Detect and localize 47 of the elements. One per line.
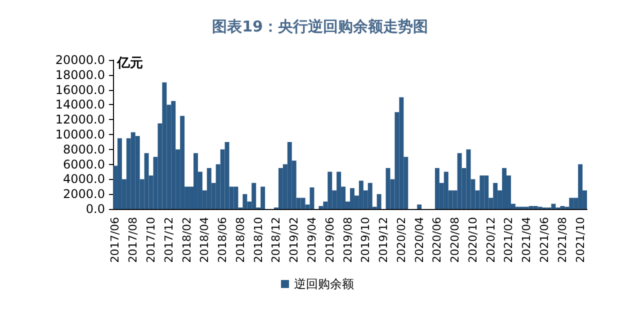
x-tick-label: 2019/04 (305, 217, 318, 263)
x-tick-label: 2021/06 (538, 217, 552, 263)
chart-title: 图表19：央行逆回购余额走势图 (212, 18, 428, 36)
x-tick-label: 2020/10 (466, 217, 480, 263)
x-tick-label: 2017/10 (144, 217, 158, 263)
x-tick-label: 2021/02 (502, 217, 516, 263)
y-tick-label: 10000.0 (55, 128, 105, 142)
bar (234, 186, 238, 209)
y-tick-label: 16000.0 (55, 82, 105, 97)
y-tick-label: 8000.0 (63, 142, 105, 156)
y-tick-label: 14000.0 (55, 98, 105, 112)
x-tick-label: 2020/02 (394, 217, 408, 263)
x-tick-label: 2018/10 (252, 217, 265, 263)
y-tick-label: 18000.0 (55, 68, 105, 82)
bar (551, 204, 556, 209)
x-tick-label: 2019/10 (359, 217, 372, 263)
y-tick-label: 20000.0 (55, 53, 105, 67)
y-tick-label: 6000.0 (63, 157, 105, 172)
x-tick-label: 2020/06 (430, 217, 444, 263)
x-tick-label: 2019/08 (341, 217, 354, 263)
x-tick-label: 2018/02 (180, 217, 194, 263)
x-tick-label: 2019/06 (323, 217, 336, 263)
bar (417, 204, 422, 209)
x-tick-label: 2019/02 (288, 217, 301, 263)
legend-label: 逆回购余额 (294, 277, 354, 291)
x-tick-label: 2019/12 (377, 217, 390, 263)
x-tick-label: 2017/12 (162, 217, 176, 263)
x-tick-label: 2018/12 (270, 217, 283, 263)
y-tick-label: 2000.0 (63, 187, 105, 202)
x-tick-label: 2018/06 (216, 217, 230, 263)
x-tick-label: 2018/04 (198, 217, 212, 263)
x-tick-label: 2018/08 (234, 217, 247, 263)
bar (224, 142, 230, 209)
bar (144, 153, 149, 209)
x-tick-label: 2020/12 (484, 217, 498, 263)
x-tick-label: 2020/08 (448, 217, 462, 263)
bar (376, 194, 382, 209)
y-axis-title: 亿元 (116, 56, 143, 71)
x-tick-label: 2017/08 (126, 217, 140, 263)
y-tick-label: 12000.0 (55, 112, 105, 127)
x-tick-label: 2017/06 (108, 217, 122, 263)
x-tick-label: 2021/10 (574, 217, 587, 263)
y-tick-label: 0.0 (86, 202, 105, 216)
x-tick-label: 2020/04 (412, 217, 426, 263)
x-tick-label: 2021/04 (520, 217, 534, 263)
y-tick-label: 4000.0 (63, 172, 105, 186)
x-tick-label: 2021/08 (556, 217, 569, 263)
